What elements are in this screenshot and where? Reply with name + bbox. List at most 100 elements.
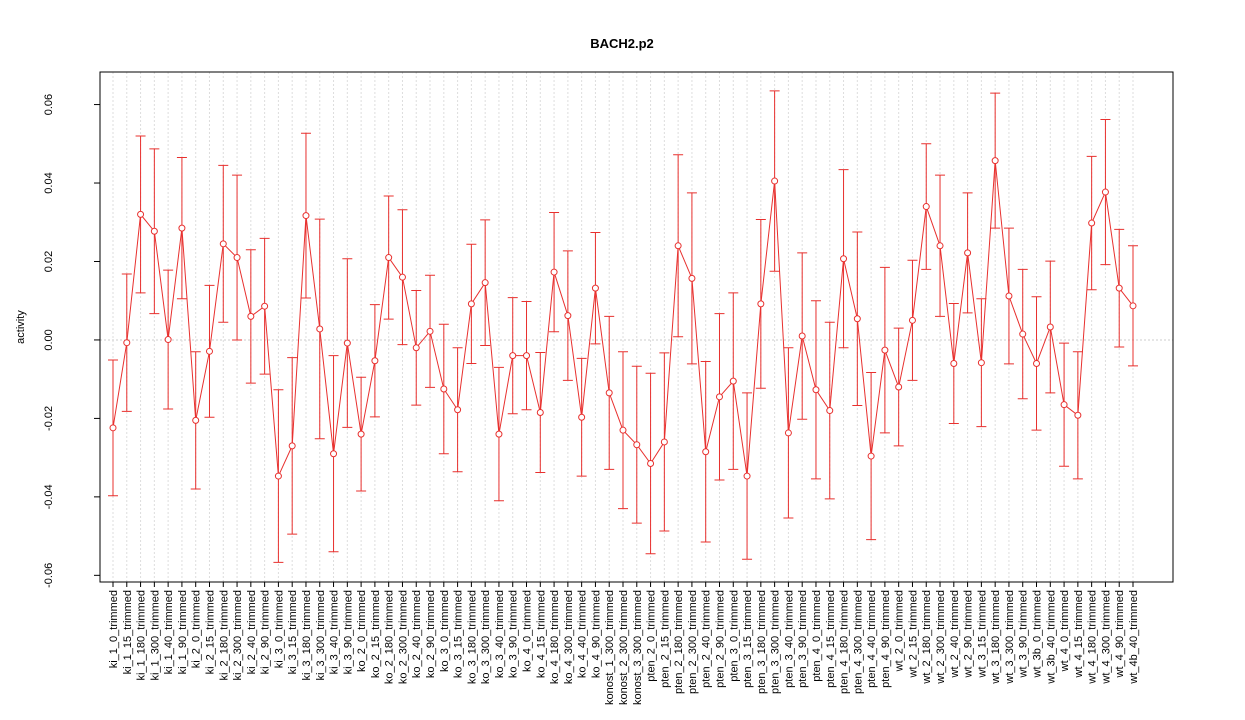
point [715,393,723,401]
point [798,332,806,340]
point [743,472,751,480]
point [454,406,462,414]
x-tick-label: ko_3_40_trimmed [494,590,506,678]
point [812,386,820,394]
point [1033,359,1041,367]
point [784,429,792,437]
x-tick-label: wt_3b_0_trimmed [1032,590,1044,678]
x-tick-label: ki_1_40_trimmed [163,590,175,674]
x-tick-label: ko_2_15_trimmed [370,590,382,678]
point [1046,323,1054,331]
point [950,359,958,367]
x-tick-label: ki_1_180_trimmed [136,590,148,681]
x-tick-label: pten_4_90_trimmed [880,590,892,688]
x-tick-label: pten_3_40_trimmed [783,590,795,688]
point [908,316,916,324]
x-tick-label: wt_4_15_trimmed [1073,590,1085,678]
point [1129,302,1137,310]
point [164,336,172,344]
point [688,274,696,282]
x-tick-label: wt_2_90_trimmed [963,590,975,678]
point [192,416,200,424]
x-tick-label: ki_2_15_trimmed [204,590,216,674]
x-tick-label: wt_3_90_trimmed [1018,590,1030,678]
point [881,346,889,354]
x-tick-label: wt_3_300_trimmed [1004,590,1016,685]
x-tick-label: pten_4_180_trimmed [839,590,851,694]
x-tick-label: ko_2_300_trimmed [397,590,409,684]
point [895,383,903,391]
x-tick-label: pten_3_90_trimmed [797,590,809,688]
x-tick-label: ki_1_300_trimmed [149,590,161,681]
x-tick-label: ko_4_40_trimmed [577,590,589,678]
x-tick-label: ko_4_0_trimmed [522,590,534,672]
point [1060,401,1068,409]
x-tick-label: ko_3_90_trimmed [508,590,520,678]
point [922,203,930,211]
y-tick-label: 0.02 [43,251,55,272]
x-tick-label: wt_3b_40_trimmed [1045,590,1057,685]
point [357,430,365,438]
x-tick-label: wt_2_15_trimmed [907,590,919,678]
x-tick-label: wt_4_180_trimmed [1087,590,1099,685]
point [1101,188,1109,196]
y-tick-label: -0.06 [43,563,55,588]
x-tick-label: ko_2_0_trimmed [356,590,368,672]
point [1115,284,1123,292]
x-tick-label: ki_3_90_trimmed [342,590,354,674]
x-tick-label: pten_2_90_trimmed [714,590,726,688]
x-tick-label: ko_4_180_trimmed [549,590,561,684]
point [205,347,213,355]
y-tick-label: 0.06 [43,94,55,115]
x-tick-label: konost_1_300_trimmed [604,590,616,705]
point [578,413,586,421]
x-tick-label: ki_2_0_trimmed [191,590,203,668]
x-tick-label: pten_2_40_trimmed [701,590,713,688]
x-tick-label: wt_4_300_trimmed [1100,590,1112,685]
x-tick-label: wt_2_40_trimmed [949,590,961,678]
point [481,279,489,287]
x-tick-label: wt_3_15_trimmed [976,590,988,678]
point [412,344,420,352]
point [1019,330,1027,338]
x-tick-label: ki_2_90_trimmed [260,590,272,674]
point [371,357,379,365]
point [536,409,544,417]
y-tick-label: 0.00 [43,329,55,350]
x-tick-label: pten_2_0_trimmed [646,590,658,682]
y-axis-label: activity [15,310,27,344]
point [660,438,668,446]
point [509,352,517,360]
x-tick-label: ko_3_180_trimmed [466,590,478,684]
point [150,227,158,235]
point [936,242,944,250]
x-tick-label: ki_3_180_trimmed [301,590,313,681]
point [398,273,406,281]
point [853,315,861,323]
point [343,339,351,347]
point [964,249,972,257]
chart-title: BACH2.p2 [590,36,654,51]
x-tick-label: pten_2_300_trimmed [687,590,699,694]
point [550,268,558,276]
point [840,255,848,263]
x-tick-label: ko_2_40_trimmed [411,590,423,678]
point [564,312,572,320]
point [440,385,448,393]
plot-frame [99,71,1174,583]
point [178,224,186,232]
x-tick-label: wt_2_0_trimmed [894,590,906,672]
point [605,389,613,397]
x-tick-label: ki_3_300_trimmed [315,590,327,681]
y-tick-label: -0.02 [43,406,55,431]
x-tick-label: ki_3_0_trimmed [273,590,285,668]
point [633,441,641,449]
x-tick-label: ko_3_300_trimmed [480,590,492,684]
x-tick-label: ko_4_90_trimmed [590,590,602,678]
point [247,312,255,320]
point [591,284,599,292]
x-tick-label: pten_2_180_trimmed [673,590,685,694]
x-tick-label: pten_4_0_trimmed [811,590,823,682]
point [330,450,338,458]
